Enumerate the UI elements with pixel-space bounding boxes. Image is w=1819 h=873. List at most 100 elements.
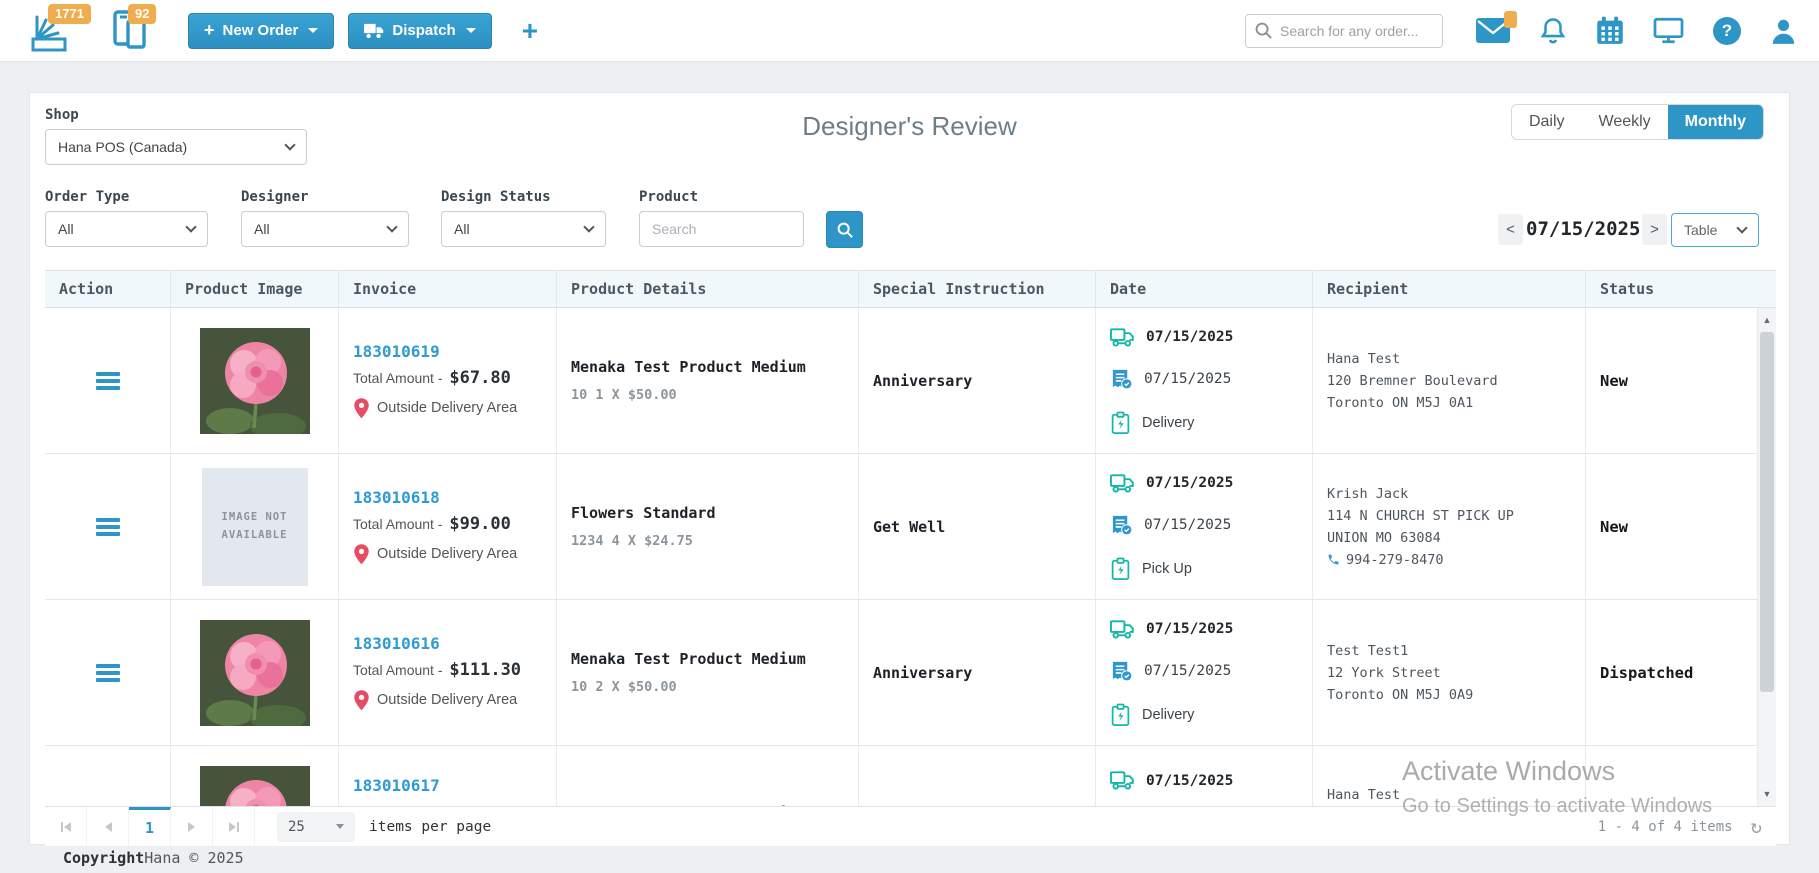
first-page-icon [60,821,71,832]
total-amount: Total Amount - $111.30 [353,659,522,680]
row-actions-menu-icon[interactable] [95,661,120,685]
delivery-area: Outside Delivery Area [353,689,542,712]
header-invoice: Invoice [339,271,557,307]
top-navbar: 1771 92 + New Order [0,0,1819,62]
tab-daily[interactable]: Daily [1528,113,1565,130]
recipient-info: Hana Test [1313,746,1586,806]
delivery-area: Outside Delivery Area [353,543,542,566]
row-actions-menu-icon[interactable] [95,515,120,539]
items-per-page-label: items per page [369,818,492,835]
monitor-icon [1653,17,1684,44]
designer-select[interactable]: All [241,211,409,247]
orders-table: Action Product Image Invoice Product Det… [45,270,1776,806]
invoice-link[interactable]: 183010619 [353,341,440,361]
scroll-up-arrow[interactable]: ▲ [1762,315,1772,325]
prev-page-button[interactable] [87,807,129,846]
display-mode-button[interactable] [1653,17,1684,44]
add-tab-button[interactable]: + [521,14,539,46]
question-mark-icon: ? [1721,20,1733,40]
account-button[interactable] [1770,17,1797,45]
order-type-select[interactable]: All [45,211,208,247]
special-instruction: Get Well [873,517,946,536]
next-page-icon [187,821,195,832]
product-search-input[interactable] [639,211,804,247]
print-queue-icon[interactable]: 1771 [28,3,91,54]
chevron-down-icon [1736,222,1748,234]
table-header-row: Action Product Image Invoice Product Det… [45,270,1776,308]
print-stack-icon [31,15,67,51]
calendar-icon [1597,16,1623,44]
invoice-link[interactable]: 183010618 [353,487,440,507]
page-size-select[interactable]: 25 [277,811,355,842]
order-date: 07/15/2025 [1110,514,1298,537]
special-instruction: Anniversary [873,663,973,682]
table-row: IMAGE NOT AVAILABLE 183010618 Total Amou… [45,454,1758,600]
scrollbar-thumb[interactable] [1760,332,1774,692]
mobile-orders-icon[interactable]: 92 [112,3,157,54]
order-search-input[interactable] [1245,13,1443,48]
product-quantity: 10 2 X $50.00 [571,679,677,695]
order-date: 07/15/2025 [1110,368,1298,391]
map-pin-icon [354,689,369,710]
current-date: 07/15/2025 [1526,218,1641,240]
header-special-instruction: Special Instruction [859,271,1096,307]
first-page-button[interactable] [45,807,87,846]
new-order-button[interactable]: + New Order [188,12,335,49]
prev-page-icon [104,821,112,832]
invoice-link[interactable]: 183010617 [353,776,440,795]
scroll-down-arrow[interactable]: ▼ [1762,789,1772,799]
order-date: 07/15/2025 [1110,660,1298,683]
recipient-info: Krish Jack 114 N CHURCH ST PICK UP UNION… [1313,454,1586,599]
clipboard-bolt-icon [1111,703,1130,726]
calendar-button[interactable] [1596,16,1624,45]
chevron-down-icon [583,221,595,233]
total-amount: Total Amount - $67.80 [353,367,511,388]
status-badge: New [1600,517,1628,536]
notifications-button[interactable] [1539,16,1567,46]
recipient-info: Test Test1 12 York Street Toronto ON M5J… [1313,600,1586,745]
mobile-orders-badge: 92 [128,3,157,24]
designer-label: Designer [241,189,309,205]
next-date-button[interactable]: > [1642,214,1667,245]
messages-badge [1504,11,1517,28]
last-page-icon [228,821,239,832]
table-row: 183010619 Total Amount - $67.80 Outside … [45,308,1758,454]
refresh-icon[interactable]: ↻ [1750,815,1762,838]
next-page-button[interactable] [171,807,213,846]
tab-weekly[interactable]: Weekly [1598,113,1651,130]
fulfillment-type: Pick Up [1110,557,1298,581]
chevron-down-icon [386,221,398,233]
table-row: 183010617 Menaka Test Product Medium 07/… [45,746,1758,806]
design-status-select[interactable]: All [441,211,606,247]
user-icon [1772,19,1795,44]
invoice-link[interactable]: 183010616 [353,633,440,653]
product-quantity: 10 1 X $50.00 [571,387,677,403]
truck-icon [364,23,384,38]
help-button[interactable]: ? [1713,16,1741,45]
row-actions-menu-icon[interactable] [95,369,120,393]
chevron-down-icon [185,221,197,233]
product-quantity: 1234 4 X $24.75 [571,533,693,549]
caret-down-icon [308,28,319,33]
recipient-phone: 994-279-8470 [1327,550,1571,570]
status-badge: Dispatched [1600,663,1694,682]
page-number-button[interactable]: 1 [129,807,171,846]
header-product-details: Product Details [557,271,859,307]
items-range-label: 1 - 4 of 4 items [1597,818,1733,835]
print-queue-badge: 1771 [48,3,91,24]
delivery-truck-icon [1110,771,1134,790]
delivery-date: 07/15/2025 [1110,619,1298,640]
view-type-select[interactable]: Table [1671,213,1759,247]
prev-date-button[interactable]: < [1498,214,1523,245]
product-photo-rose [199,619,310,726]
product-photo-rose [199,327,310,434]
filter-search-button[interactable] [826,211,863,248]
tab-monthly[interactable]: Monthly [1667,105,1763,139]
copyright-footer: CopyrightHana © 2025 [63,849,244,867]
dispatch-button[interactable]: Dispatch [348,12,492,49]
pagination-bar: 1 25 items per page 1 - 4 of 4 items ↻ [45,806,1776,846]
messages-button[interactable] [1476,11,1517,43]
product-photo-rose [199,765,310,806]
shop-select[interactable]: Hana POS (Canada) [45,129,307,165]
last-page-button[interactable] [213,807,255,846]
